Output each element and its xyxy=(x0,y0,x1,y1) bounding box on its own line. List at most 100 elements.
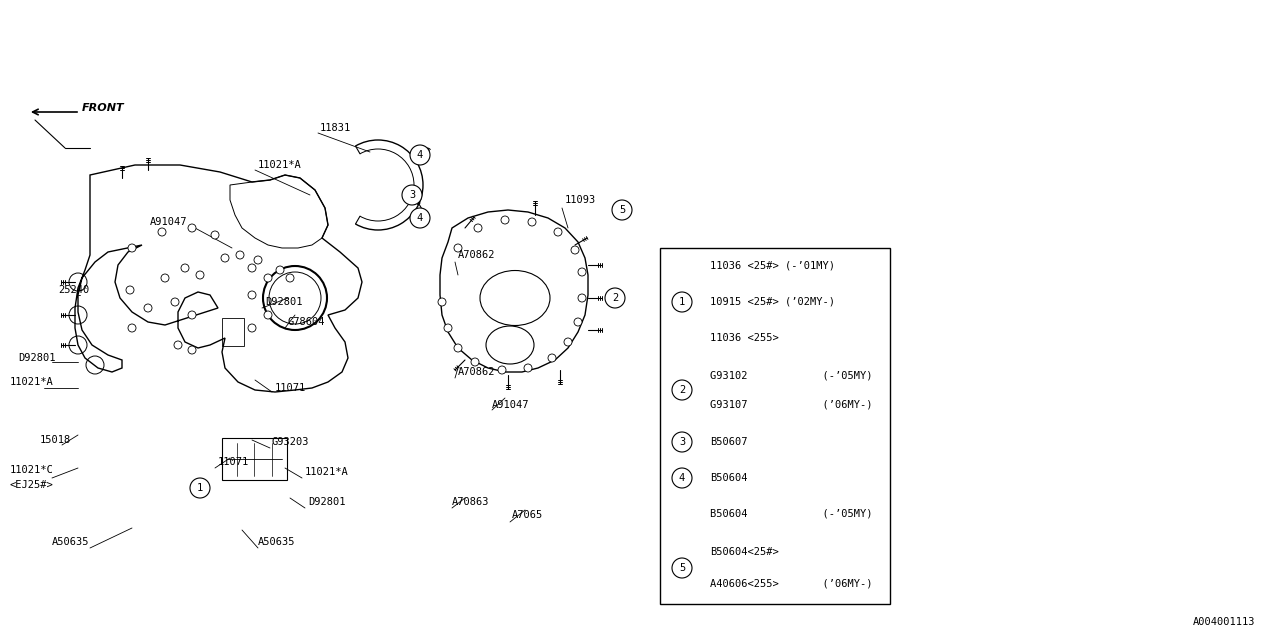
Text: 2: 2 xyxy=(612,293,618,303)
Circle shape xyxy=(498,366,506,374)
Text: 3: 3 xyxy=(678,437,685,447)
Circle shape xyxy=(438,298,445,306)
Circle shape xyxy=(248,291,256,299)
Circle shape xyxy=(221,254,229,262)
Circle shape xyxy=(474,224,483,232)
Circle shape xyxy=(529,218,536,226)
Text: G93102            (-’05MY): G93102 (-’05MY) xyxy=(710,370,873,380)
Text: 11036 <255>: 11036 <255> xyxy=(710,333,778,343)
Text: 5: 5 xyxy=(678,563,685,573)
Text: 11021*A: 11021*A xyxy=(10,377,54,387)
Circle shape xyxy=(612,200,632,220)
Circle shape xyxy=(128,244,136,252)
Text: A91047: A91047 xyxy=(150,217,187,227)
Text: D92801: D92801 xyxy=(18,353,55,363)
Circle shape xyxy=(161,274,169,282)
Circle shape xyxy=(402,185,422,205)
Circle shape xyxy=(248,264,256,272)
Text: G93107            (’06MY-): G93107 (’06MY-) xyxy=(710,400,873,410)
Text: A50635: A50635 xyxy=(52,537,90,547)
Text: 4: 4 xyxy=(417,213,424,223)
Circle shape xyxy=(672,558,692,578)
Circle shape xyxy=(500,216,509,224)
Text: D92801: D92801 xyxy=(308,497,346,507)
Circle shape xyxy=(157,228,166,236)
Text: 11093: 11093 xyxy=(564,195,596,205)
FancyBboxPatch shape xyxy=(660,248,890,604)
Circle shape xyxy=(196,271,204,279)
Circle shape xyxy=(285,274,294,282)
Circle shape xyxy=(524,364,532,372)
Text: A70862: A70862 xyxy=(458,367,495,377)
Text: B50607: B50607 xyxy=(710,437,748,447)
Circle shape xyxy=(605,288,625,308)
Circle shape xyxy=(672,468,692,488)
Circle shape xyxy=(471,358,479,366)
Circle shape xyxy=(211,231,219,239)
Circle shape xyxy=(180,264,189,272)
Circle shape xyxy=(672,380,692,400)
Circle shape xyxy=(128,324,136,332)
Circle shape xyxy=(125,286,134,294)
Circle shape xyxy=(264,311,273,319)
Circle shape xyxy=(172,298,179,306)
Circle shape xyxy=(672,292,692,312)
Text: 11831: 11831 xyxy=(320,123,351,133)
Circle shape xyxy=(454,344,462,352)
Text: A70863: A70863 xyxy=(452,497,489,507)
Circle shape xyxy=(253,256,262,264)
Text: <EJ25#>: <EJ25#> xyxy=(10,480,54,490)
Text: A70862: A70862 xyxy=(458,250,495,260)
Text: 11021*C: 11021*C xyxy=(10,465,54,475)
Text: 10915 <25#> (’02MY-): 10915 <25#> (’02MY-) xyxy=(710,297,835,307)
Text: 4: 4 xyxy=(678,473,685,483)
Circle shape xyxy=(236,251,244,259)
Circle shape xyxy=(248,324,256,332)
Text: 11021*A: 11021*A xyxy=(305,467,348,477)
Circle shape xyxy=(264,274,273,282)
Circle shape xyxy=(276,266,284,274)
Circle shape xyxy=(564,338,572,346)
Text: B50604<25#>: B50604<25#> xyxy=(710,547,778,557)
Text: A91047: A91047 xyxy=(492,400,530,410)
Text: 11021*A: 11021*A xyxy=(259,160,302,170)
Text: 11071: 11071 xyxy=(218,457,250,467)
Circle shape xyxy=(174,341,182,349)
Text: A50635: A50635 xyxy=(259,537,296,547)
Circle shape xyxy=(188,346,196,354)
Text: 11071: 11071 xyxy=(275,383,306,393)
Text: G78604: G78604 xyxy=(288,317,325,327)
Text: 25240: 25240 xyxy=(58,285,90,295)
Circle shape xyxy=(579,268,586,276)
Circle shape xyxy=(143,304,152,312)
Text: 4: 4 xyxy=(417,150,424,160)
Circle shape xyxy=(410,145,430,165)
Circle shape xyxy=(672,432,692,452)
Circle shape xyxy=(444,324,452,332)
Text: FRONT: FRONT xyxy=(82,103,124,113)
Circle shape xyxy=(410,208,430,228)
Circle shape xyxy=(188,311,196,319)
Circle shape xyxy=(573,318,582,326)
Text: 5: 5 xyxy=(618,205,625,215)
Text: 3: 3 xyxy=(408,190,415,200)
Circle shape xyxy=(579,294,586,302)
Text: 15018: 15018 xyxy=(40,435,72,445)
Text: 11036 <25#> (-’01MY): 11036 <25#> (-’01MY) xyxy=(710,261,835,271)
Text: 1: 1 xyxy=(197,483,204,493)
Circle shape xyxy=(454,244,462,252)
Circle shape xyxy=(554,228,562,236)
Text: G93203: G93203 xyxy=(273,437,310,447)
Text: 2: 2 xyxy=(678,385,685,395)
Circle shape xyxy=(189,478,210,498)
Circle shape xyxy=(548,354,556,362)
Text: B50604: B50604 xyxy=(710,473,748,483)
Text: A004001113: A004001113 xyxy=(1193,617,1254,627)
Text: 1: 1 xyxy=(678,297,685,307)
Text: B50604            (-’05MY): B50604 (-’05MY) xyxy=(710,509,873,519)
Text: A40606<255>       (’06MY-): A40606<255> (’06MY-) xyxy=(710,579,873,589)
Circle shape xyxy=(571,246,579,254)
Text: D92801: D92801 xyxy=(265,297,302,307)
Circle shape xyxy=(188,224,196,232)
Text: A7065: A7065 xyxy=(512,510,543,520)
